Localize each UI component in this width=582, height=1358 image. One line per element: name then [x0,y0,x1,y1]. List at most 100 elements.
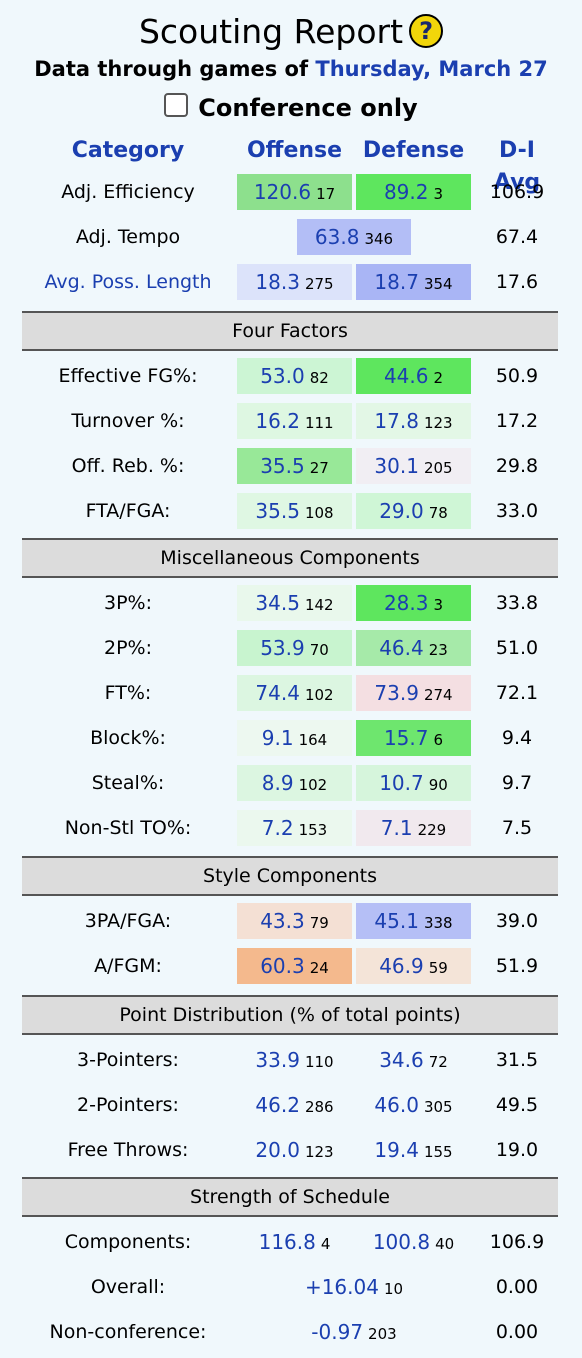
row-label: Non-conference: [49,1321,207,1343]
date-link[interactable]: Thursday, March 27 [315,57,548,81]
offense-stat-value[interactable]: 7.2 [261,816,294,840]
defense-stat-value[interactable]: 10.7 [379,771,424,795]
combined-stat-value[interactable]: +16.04 [304,1275,379,1299]
d1-avg-value: 19.0 [495,1139,539,1161]
section-header: Four Factors [22,311,558,351]
defense-stat-rank: 90 [428,776,448,794]
row-label: Adj. Efficiency [61,181,195,203]
defense-stat-value[interactable]: 34.6 [379,1048,424,1072]
defense-stat-value[interactable]: 29.0 [379,499,424,523]
offense-stat-value[interactable]: 18.3 [255,270,300,294]
table-row: Components: 116.8 4 100.8 40 106.9 [0,1222,582,1262]
offense-stat-value[interactable]: 53.0 [260,364,305,388]
table-row: Adj. Efficiency 120.6 17 89.2 3 106.9 [0,172,582,212]
row-label: FT%: [104,682,152,704]
d1-avg-value: 17.2 [495,410,539,432]
defense-header[interactable]: Defense [362,138,465,163]
offense-stat-value[interactable]: 16.2 [255,409,300,433]
defense-stat-value[interactable]: 19.4 [374,1138,419,1162]
defense-stat-value[interactable]: 45.1 [374,909,419,933]
defense-stat: 46.9 59 [356,948,471,984]
row-label: A/FGM: [94,955,162,977]
d1-avg-value: 31.5 [495,1049,539,1071]
defense-stat-value[interactable]: 17.8 [374,409,419,433]
offense-stat-value[interactable]: 60.3 [260,954,305,978]
help-icon[interactable]: ? [409,14,444,48]
offense-stat-value[interactable]: 120.6 [253,180,312,204]
row-label[interactable]: Avg. Poss. Length [44,271,212,293]
defense-stat-rank: 59 [428,959,448,977]
combined-stat-value[interactable]: 63.8 [314,225,360,249]
table-row: Adj. Tempo 63.8 346 67.4 [0,217,582,257]
row-label: Overall: [90,1276,166,1298]
defense-stat-value[interactable]: 18.7 [374,270,419,294]
offense-stat-value[interactable]: 9.1 [261,726,294,750]
defense-stat: 10.7 90 [356,765,471,801]
d1-avg-value: 9.7 [501,772,533,794]
defense-stat: 46.4 23 [356,630,471,666]
defense-stat-value[interactable]: 30.1 [374,454,419,478]
offense-stat: 16.2 111 [237,403,352,439]
d1-avg-value: 39.0 [495,910,539,932]
offense-stat-value[interactable]: 46.2 [255,1093,300,1117]
offense-stat-value[interactable]: 8.9 [261,771,294,795]
offense-stat: 53.9 70 [237,630,352,666]
combined-stat: 63.8 346 [297,219,411,255]
table-row: Off. Reb. %: 35.5 27 30.1 205 29.8 [0,446,582,486]
defense-stat: 89.2 3 [356,174,471,210]
offense-stat: 7.2 153 [237,810,352,846]
defense-stat: 73.9 274 [356,675,471,711]
offense-stat-value[interactable]: 74.4 [255,681,300,705]
defense-stat-value[interactable]: 44.6 [383,364,429,388]
row-label: 2P%: [103,637,152,659]
category-header[interactable]: Category [71,138,185,163]
offense-stat-rank: 286 [304,1098,334,1116]
offense-stat-value[interactable]: 116.8 [258,1230,316,1254]
offense-stat-value[interactable]: 33.9 [255,1048,300,1072]
row-label: Effective FG%: [58,365,198,387]
d1-avg-value: 51.9 [495,955,539,977]
defense-stat-value[interactable]: 46.0 [374,1093,419,1117]
conference-only-toggle[interactable]: Conference only [0,90,582,126]
row-label: Non-Stl TO%: [64,817,192,839]
defense-stat: 7.1 229 [356,810,471,846]
defense-stat-value[interactable]: 7.1 [380,816,413,840]
defense-stat-rank: 3 [433,596,444,614]
defense-stat-rank: 305 [423,1098,453,1116]
offense-stat: 35.5 108 [237,493,352,529]
defense-stat: 19.4 155 [356,1132,471,1168]
defense-stat-value[interactable]: 15.7 [383,726,429,750]
defense-stat-value[interactable]: 46.9 [379,954,424,978]
defense-stat-value[interactable]: 89.2 [383,180,429,204]
offense-stat-value[interactable]: 20.0 [255,1138,300,1162]
offense-stat-rank: 17 [316,185,336,203]
offense-stat-value[interactable]: 35.5 [255,499,300,523]
conference-only-label: Conference only [198,94,418,122]
offense-stat-rank: 110 [304,1053,334,1071]
d1-avg-value: 106.9 [489,181,545,203]
defense-stat: 46.0 305 [356,1087,471,1123]
defense-stat-rank: 6 [433,731,444,749]
offense-stat-value[interactable]: 34.5 [255,591,300,615]
offense-stat-value[interactable]: 53.9 [260,636,305,660]
offense-stat: 35.5 27 [237,448,352,484]
defense-stat-value[interactable]: 46.4 [379,636,424,660]
table-row: 3P%: 34.5 142 28.3 3 33.8 [0,583,582,623]
row-label: 2-Pointers: [77,1094,179,1116]
defense-stat: 18.7 354 [356,264,471,300]
defense-stat-value[interactable]: 73.9 [374,681,419,705]
defense-stat-rank: 338 [423,914,453,932]
row-label: 3P%: [103,592,152,614]
defense-stat-value[interactable]: 100.8 [372,1230,431,1254]
d1-avg-value: 33.0 [495,500,539,522]
defense-stat-value[interactable]: 28.3 [383,591,429,615]
offense-stat: 43.3 79 [237,903,352,939]
offense-stat-value[interactable]: 35.5 [260,454,305,478]
offense-header[interactable]: Offense [246,138,343,163]
combined-stat-value[interactable]: -0.97 [311,1320,364,1344]
d1-avg-header[interactable]: D-I Avg [493,138,541,195]
d1-avg-value: 72.1 [495,682,539,704]
conference-only-checkbox[interactable] [164,93,189,117]
offense-stat-value[interactable]: 43.3 [260,909,305,933]
